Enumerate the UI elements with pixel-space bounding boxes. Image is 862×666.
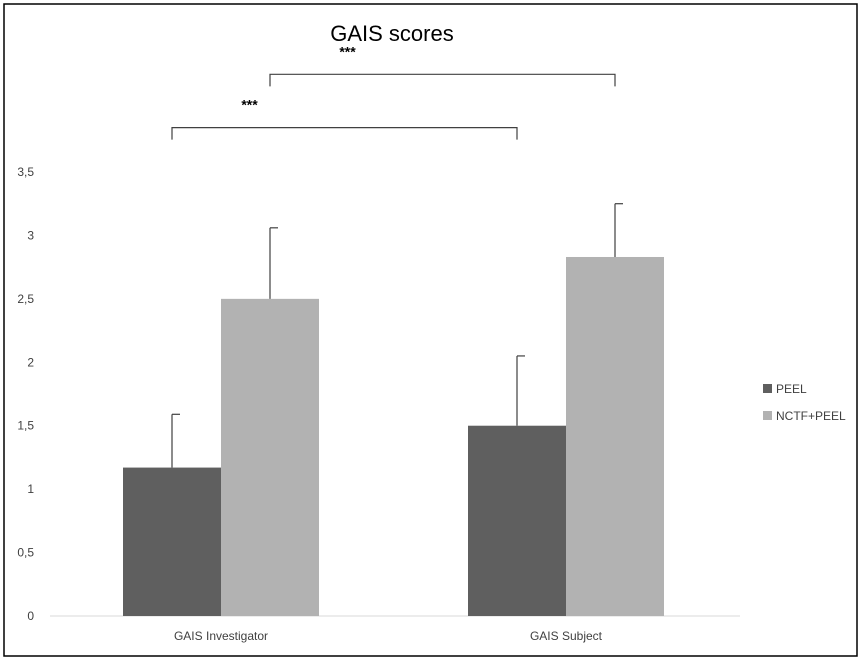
significance-label: *** — [339, 43, 356, 59]
y-tick-label: 1,5 — [17, 419, 34, 433]
bar-nctf-peel-2 — [566, 256, 664, 616]
y-tick-label: 2,5 — [17, 292, 34, 306]
bar-nctf-peel-1 — [221, 298, 319, 616]
y-tick-label: 3 — [27, 228, 34, 242]
legend: PEEL NCTF+PEEL — [763, 382, 846, 423]
x-tick-label: GAIS Investigator — [174, 629, 268, 643]
bar-peel-1 — [123, 467, 221, 616]
y-axis: 0 0,5 1 1,5 2 2,5 3 3,5 — [17, 165, 34, 623]
legend-swatch — [763, 384, 772, 393]
chart-title: GAIS scores — [330, 21, 453, 46]
error-bars — [171, 203, 623, 468]
legend-label: NCTF+PEEL — [776, 409, 846, 423]
y-tick-label: 0 — [27, 609, 34, 623]
legend-swatch — [763, 411, 772, 420]
y-tick-label: 3,5 — [17, 165, 34, 179]
y-tick-label: 1 — [27, 482, 34, 496]
bar-peel-2 — [468, 425, 566, 616]
significance-bracket — [171, 127, 518, 140]
y-tick-label: 2 — [27, 355, 34, 369]
significance-bracket — [269, 73, 616, 87]
significance-label: *** — [241, 97, 258, 113]
x-tick-label: GAIS Subject — [530, 629, 603, 643]
y-tick-label: 0,5 — [17, 546, 34, 560]
bars — [123, 256, 664, 616]
legend-label: PEEL — [776, 382, 807, 396]
significance-brackets: *** *** — [171, 43, 616, 140]
x-axis-labels: GAIS Investigator GAIS Subject — [174, 629, 603, 643]
